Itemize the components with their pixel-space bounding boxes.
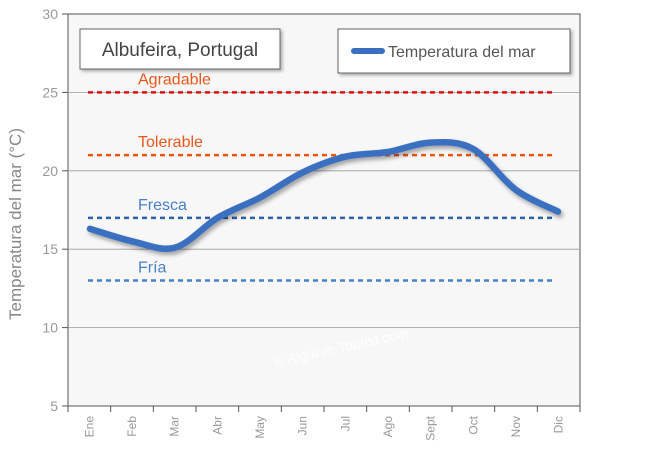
chart-title: Albufeira, Portugal	[102, 40, 258, 61]
legend-label: Temperatura del mar	[388, 44, 536, 61]
y-axis-label: Temperatura del mar (°C)	[6, 128, 25, 320]
series-line-0	[86, 139, 562, 253]
x-tick-label-Jun: Jun	[296, 416, 310, 435]
x-axis-ticks: Ene Feb Mar Abr May Jun Jul Ago Sept Oct Nov Dic	[67, 406, 581, 441]
data-point-Jul	[342, 154, 348, 160]
x-tick-label-Sept: Sept	[424, 415, 438, 440]
data-point-Feb	[129, 238, 135, 244]
x-tick-label-Feb: Feb	[125, 416, 139, 437]
reference-label-tolerable: Tolerable	[138, 134, 203, 151]
data-point-Ene	[87, 226, 93, 232]
x-tick-label-Abr: Abr	[210, 416, 224, 435]
data-point-Jun	[300, 169, 306, 175]
reference-label-fresca: Fresca	[138, 197, 187, 214]
data-point-Nov	[512, 186, 518, 192]
series-layer	[86, 139, 562, 253]
y-tick-label-15: 15	[42, 241, 58, 257]
y-tick-label-5: 5	[50, 398, 58, 414]
data-point-Ago	[385, 149, 391, 155]
x-tick-label-May: May	[253, 416, 267, 439]
data-point-May	[257, 194, 263, 200]
y-tick-label-30: 30	[42, 6, 58, 22]
data-point-Abr	[214, 215, 220, 221]
chart-title-box	[79, 28, 281, 70]
x-tick-label-Nov: Nov	[509, 416, 523, 437]
data-point-Dic	[555, 208, 561, 214]
y-tick-label-25: 25	[42, 84, 58, 100]
x-tick-label-Mar: Mar	[168, 416, 182, 437]
y-tick-label-20: 20	[42, 163, 58, 179]
data-point-Oct	[470, 146, 476, 152]
data-point-Sept	[427, 139, 433, 145]
x-tick-label-Jul: Jul	[338, 416, 352, 431]
y-axis-ticks: 5 10 15 20 25 30	[42, 6, 68, 414]
reference-label-fra: Fría	[138, 260, 167, 277]
plot-area	[67, 13, 581, 407]
y-tick-label-10: 10	[42, 320, 58, 336]
data-point-Mar	[172, 244, 178, 250]
reference-label-agradable: Agradable	[138, 71, 211, 88]
x-tick-label-Dic: Dic	[552, 416, 566, 433]
x-tick-label-Ene: Ene	[82, 416, 96, 438]
x-tick-label-Oct: Oct	[466, 415, 480, 434]
legend: Temperatura del mar	[337, 28, 571, 74]
x-tick-label-Ago: Ago	[381, 416, 395, 438]
